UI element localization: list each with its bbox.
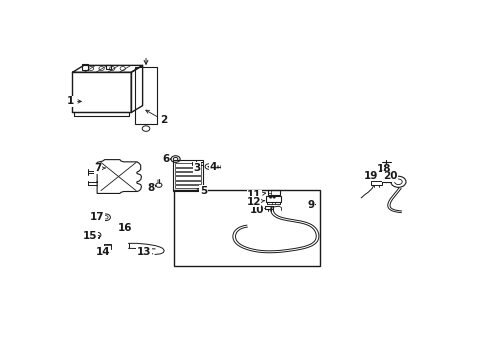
Bar [95, 235, 99, 238]
Text: 4: 4 [207, 162, 216, 172]
Bar [175, 181, 201, 184]
Bar [103, 244, 111, 249]
Text: 19: 19 [363, 171, 378, 181]
Circle shape [272, 197, 275, 198]
Circle shape [269, 197, 271, 198]
Bar [370, 181, 381, 185]
Text: 9: 9 [307, 200, 315, 210]
Bar [264, 206, 273, 209]
Text: 8: 8 [147, 183, 156, 193]
Bar [175, 176, 201, 180]
Text: 16: 16 [117, 223, 132, 233]
Text: 13: 13 [136, 247, 151, 257]
Text: 12: 12 [246, 197, 264, 207]
Bar [265, 196, 280, 202]
Text: 18: 18 [376, 164, 390, 174]
Text: 3: 3 [193, 163, 200, 173]
Text: 1: 1 [67, 96, 81, 107]
Text: 6: 6 [162, 154, 170, 164]
Bar [126, 226, 129, 228]
Bar [121, 229, 130, 232]
Text: 20: 20 [382, 171, 397, 181]
Text: 11: 11 [246, 190, 265, 200]
Text: 14: 14 [96, 247, 111, 257]
Bar [266, 202, 279, 204]
Text: 2: 2 [145, 110, 167, 125]
Bar [122, 226, 125, 228]
Bar [135, 67, 157, 123]
Text: 7: 7 [94, 163, 105, 174]
Text: 17: 17 [90, 212, 104, 222]
Bar [173, 160, 203, 191]
Bar [267, 190, 279, 195]
Bar [121, 225, 130, 229]
Bar [106, 64, 111, 69]
Text: 5: 5 [196, 186, 207, 196]
Bar [175, 163, 201, 167]
Bar [175, 167, 201, 171]
Text: 10: 10 [249, 205, 264, 215]
Text: 15: 15 [82, 231, 97, 241]
Bar [82, 64, 88, 70]
Bar [175, 172, 201, 175]
Bar [191, 162, 203, 165]
Bar [104, 245, 110, 247]
Bar [193, 165, 196, 167]
Bar [174, 190, 319, 266]
Bar [175, 185, 201, 188]
